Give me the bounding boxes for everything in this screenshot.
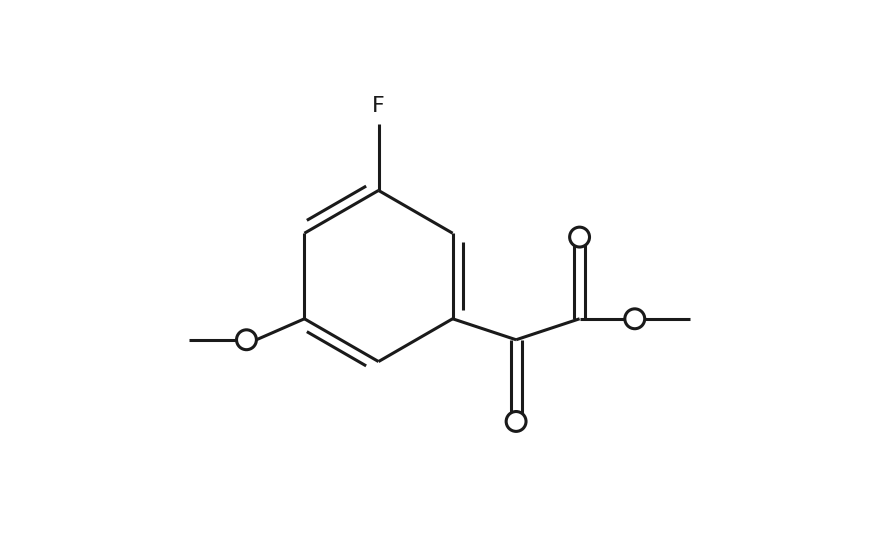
Circle shape: [237, 330, 256, 350]
Circle shape: [625, 309, 644, 329]
Text: F: F: [372, 96, 385, 116]
Circle shape: [507, 412, 526, 432]
Circle shape: [569, 227, 590, 247]
